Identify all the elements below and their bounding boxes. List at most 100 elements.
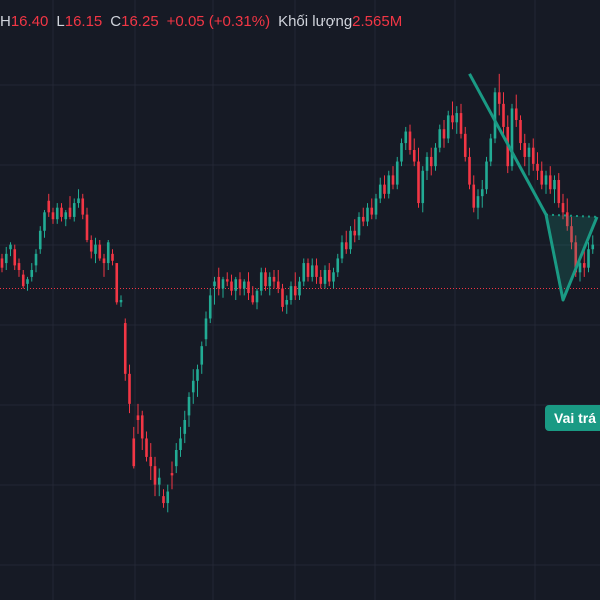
candle-body (582, 263, 586, 268)
candle (378, 177, 382, 204)
candle-body (459, 113, 463, 134)
candle (21, 270, 25, 289)
candle (336, 253, 340, 277)
candle-body (536, 163, 539, 171)
candle-body (446, 115, 450, 139)
volume-value: 2.565M (352, 12, 403, 30)
candle (123, 318, 127, 381)
candle-body (289, 286, 293, 300)
candle-body (166, 491, 170, 504)
candle-body (183, 420, 187, 434)
candle (149, 443, 153, 480)
candle (9, 242, 12, 257)
candle-body (132, 438, 136, 467)
candle (387, 170, 391, 199)
candle-body (153, 466, 157, 485)
candle (412, 138, 416, 167)
candle-body (408, 131, 412, 150)
head-and-shoulders-pattern[interactable] (468, 73, 599, 302)
candle-body (115, 263, 119, 303)
candle (94, 237, 97, 264)
candle (293, 272, 297, 300)
candle-body (179, 438, 182, 450)
candle-body (425, 156, 429, 171)
candle (251, 286, 255, 305)
close-value: 16.25 (121, 12, 159, 30)
candle (327, 263, 331, 287)
candle-body (344, 242, 348, 250)
candle (548, 166, 552, 194)
candle-body (170, 473, 174, 476)
candle-body (140, 415, 144, 439)
pattern-label[interactable]: Vai trá (545, 405, 600, 431)
candle-body (400, 143, 403, 162)
candle (306, 258, 310, 282)
candle-body (68, 207, 72, 217)
candle (255, 288, 259, 310)
candle-body (259, 272, 263, 291)
candle-body (285, 300, 289, 305)
candle (366, 203, 369, 227)
candle (540, 161, 544, 190)
candle (140, 410, 144, 450)
candle-body (221, 279, 225, 289)
candle (527, 143, 531, 176)
candle (64, 210, 68, 227)
candle-body (497, 92, 501, 104)
candle (446, 110, 450, 144)
candle-body (591, 244, 595, 250)
candle (55, 203, 59, 224)
candle-body (493, 92, 497, 139)
ohlc-legend: H 16.40 L 16.15 C 16.25 +0.05 (+0.31%) K… (0, 10, 410, 32)
candle-body (4, 253, 8, 264)
candle-body (391, 175, 395, 185)
candle-body (327, 270, 331, 282)
candle (391, 166, 395, 190)
candle-body (234, 279, 238, 291)
candle (77, 189, 80, 208)
candle (145, 431, 148, 462)
candle (582, 249, 586, 277)
candle-body (191, 380, 195, 393)
candle-body (187, 396, 191, 416)
candle (395, 156, 399, 190)
close-label: C (110, 12, 122, 30)
candle-body (268, 276, 272, 287)
candle-body (255, 290, 259, 303)
candle-body (310, 265, 314, 277)
candle-body (98, 244, 102, 259)
candle (200, 341, 204, 374)
high-label: H (0, 12, 11, 30)
change-value: +0.05 (+0.31%) (166, 12, 271, 30)
candle (225, 272, 229, 287)
candle (421, 166, 425, 213)
candle-body (553, 180, 556, 190)
candle-body (106, 242, 110, 264)
candle-body (64, 212, 68, 220)
candle-body (374, 198, 378, 215)
candle-body (332, 272, 335, 282)
candle-body (395, 161, 399, 185)
candle-body (357, 216, 361, 236)
candle-body (383, 184, 386, 194)
candle-body (468, 156, 471, 185)
candle-body (489, 138, 493, 162)
candle (417, 147, 420, 208)
candle-body (319, 276, 323, 284)
candle-body (412, 150, 416, 162)
candle (332, 267, 335, 289)
candle (47, 193, 51, 217)
candle (221, 276, 225, 298)
candle (531, 138, 535, 171)
candle-body (145, 438, 148, 457)
pattern-neckline[interactable] (545, 213, 598, 218)
candle (166, 484, 170, 513)
pattern-line[interactable] (468, 73, 599, 302)
candle (370, 198, 374, 220)
candle (213, 276, 216, 305)
candle (38, 226, 42, 254)
candle-body (208, 295, 212, 319)
candle (357, 212, 361, 240)
candle (128, 364, 131, 414)
